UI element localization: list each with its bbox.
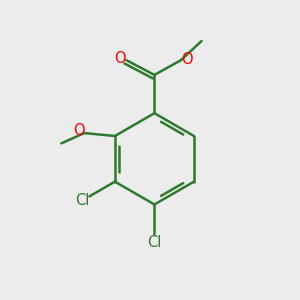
Text: O: O bbox=[182, 52, 193, 67]
Text: O: O bbox=[114, 51, 126, 66]
Text: Cl: Cl bbox=[147, 235, 162, 250]
Text: Cl: Cl bbox=[75, 193, 89, 208]
Text: O: O bbox=[73, 123, 85, 138]
